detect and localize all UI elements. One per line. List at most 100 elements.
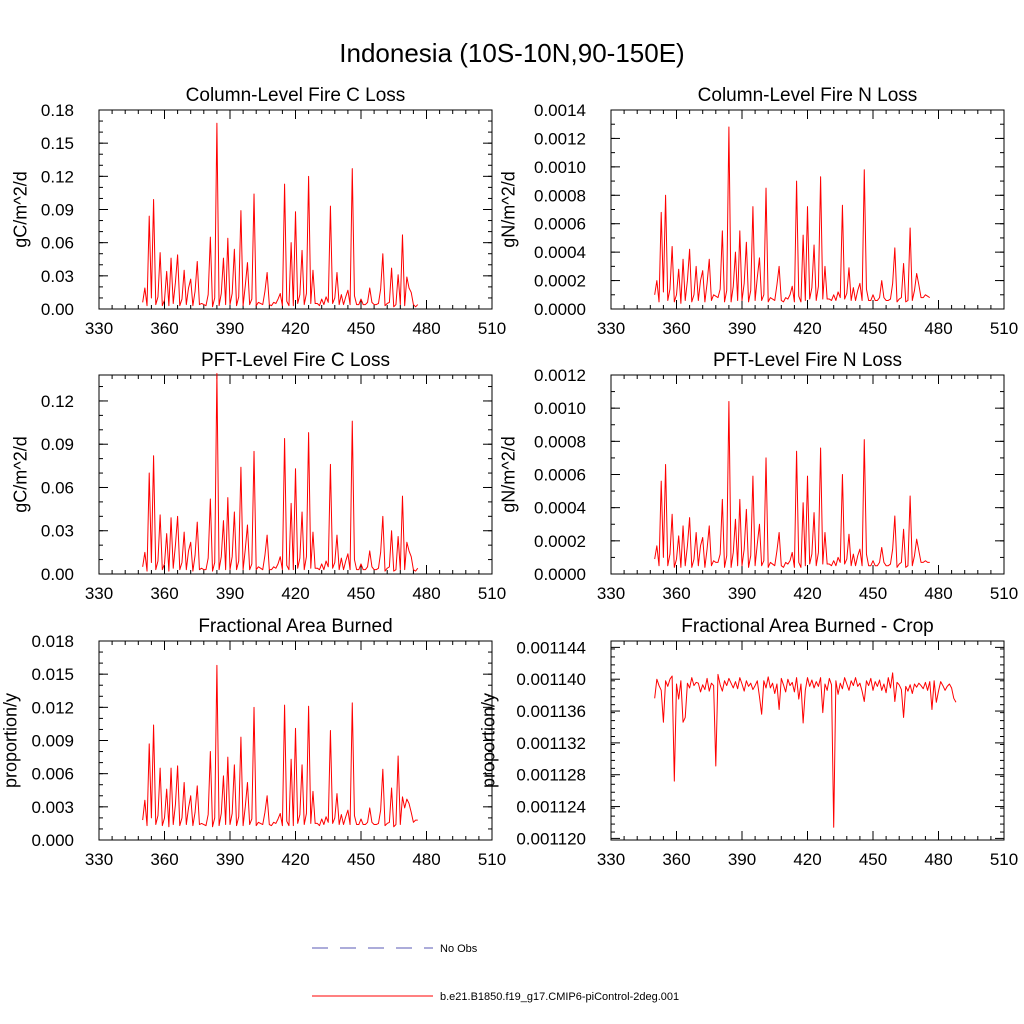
x-tick-label: 480 xyxy=(924,319,952,338)
x-tick-label: 510 xyxy=(990,319,1018,338)
y-tick-label: 0.06 xyxy=(41,478,74,497)
y-tick-label: 0.18 xyxy=(41,101,74,120)
y-tick-label: 0.000 xyxy=(31,831,74,850)
y-tick-label: 0.0012 xyxy=(534,129,586,148)
x-tick-label: 480 xyxy=(412,850,440,869)
x-tick-label: 450 xyxy=(347,584,375,603)
x-tick-label: 420 xyxy=(281,584,309,603)
legend: No Obs b.e21.B1850.f19_g17.CMIP6-piContr… xyxy=(312,943,679,1003)
legend-model-label: b.e21.B1850.f19_g17.CMIP6-piControl-2deg… xyxy=(440,991,679,1003)
x-tick-label: 480 xyxy=(924,850,952,869)
series-line-model xyxy=(142,664,418,828)
x-tick-label: 480 xyxy=(412,584,440,603)
chart-panel-6: Fractional Area Burned - Crop 330 360 390 42… xyxy=(478,616,1018,869)
x-tick-label: 360 xyxy=(662,850,690,869)
x-tick-label: 390 xyxy=(216,584,244,603)
x-tick-label: 420 xyxy=(793,319,821,338)
y-tick-label: 0.09 xyxy=(41,201,74,220)
x-tick-label: 360 xyxy=(150,584,178,603)
x-tick-label: 420 xyxy=(281,850,309,869)
x-tick-label: 510 xyxy=(478,850,506,869)
plot-frame xyxy=(98,109,493,310)
y-tick-label: 0.0008 xyxy=(534,432,586,451)
series-line-model xyxy=(142,122,419,308)
x-tick-label: 330 xyxy=(85,850,113,869)
y-axis-label: proportion/y xyxy=(0,693,20,788)
y-tick-label: 0.001140 xyxy=(516,670,586,689)
chart-panel-2: Column-Level Fire N Loss 330 360 390 420 450 4… xyxy=(498,85,1018,338)
y-tick-label: 0.003 xyxy=(31,798,74,817)
panel-title: Fractional Area Burned - Crop xyxy=(681,616,933,637)
figure-title: Indonesia (10S-10N,90-150E) xyxy=(339,38,684,68)
x-tick-label: 330 xyxy=(85,319,113,338)
y-axis-label: gN/m^2/d xyxy=(498,171,518,247)
y-tick-label: 0.009 xyxy=(31,732,74,751)
x-tick-label: 510 xyxy=(478,584,506,603)
y-tick-label: 0.0012 xyxy=(534,366,586,385)
panel-title: Fractional Area Burned xyxy=(198,616,392,637)
legend-obs-label: No Obs xyxy=(440,943,478,955)
y-axis-label: gC/m^2/d xyxy=(10,436,30,512)
y-tick-label: 0.0008 xyxy=(534,186,586,205)
x-tick-label: 330 xyxy=(597,850,625,869)
x-tick-label: 330 xyxy=(85,584,113,603)
panel-title: PFT-Level Fire N Loss xyxy=(713,350,902,371)
y-tick-label: 0.001124 xyxy=(516,798,586,817)
x-tick-label: 360 xyxy=(662,319,690,338)
y-tick-label: 0.0000 xyxy=(534,300,586,319)
x-tick-label: 420 xyxy=(793,850,821,869)
x-tick-label: 390 xyxy=(216,319,244,338)
y-tick-label: 0.0010 xyxy=(534,399,586,418)
panel-title: Column-Level Fire N Loss xyxy=(698,85,918,106)
panels: Column-Level Fire C Loss 330 360 390 420 450 4… xyxy=(0,85,1018,869)
y-tick-label: 0.0002 xyxy=(534,532,586,551)
y-tick-label: 0.0010 xyxy=(534,158,586,177)
y-tick-label: 0.001120 xyxy=(516,829,586,848)
y-tick-label: 0.001128 xyxy=(516,766,586,785)
chart-panel-5: Fractional Area Burned 330 360 390 420 450 480… xyxy=(0,616,506,869)
y-tick-label: 0.0006 xyxy=(534,215,586,234)
y-tick-label: 0.12 xyxy=(41,392,74,411)
plot-frame xyxy=(610,374,1005,575)
series-line-model xyxy=(654,126,931,304)
y-tick-label: 0.0006 xyxy=(534,466,586,485)
chart-panel-1: Column-Level Fire C Loss 330 360 390 420 450 4… xyxy=(10,85,506,338)
y-tick-label: 0.018 xyxy=(31,632,74,651)
x-tick-label: 450 xyxy=(859,584,887,603)
plot-frame xyxy=(610,640,1005,841)
y-axis-label: proportion/y xyxy=(478,693,498,788)
x-tick-label: 360 xyxy=(150,850,178,869)
y-tick-label: 0.001132 xyxy=(516,734,586,753)
y-tick-label: 0.0004 xyxy=(534,499,586,518)
x-tick-label: 510 xyxy=(478,319,506,338)
y-axis-label: gN/m^2/d xyxy=(498,436,518,512)
x-tick-label: 420 xyxy=(281,319,309,338)
x-tick-label: 360 xyxy=(150,319,178,338)
y-tick-label: 0.0000 xyxy=(534,565,586,584)
x-tick-label: 390 xyxy=(728,319,756,338)
chart-panel-4: PFT-Level Fire N Loss 330 360 390 420 450 480 5… xyxy=(498,350,1018,603)
series-line-model xyxy=(142,373,419,572)
panel-title: PFT-Level Fire C Loss xyxy=(201,350,390,371)
x-tick-label: 510 xyxy=(990,850,1018,869)
y-tick-label: 0.006 xyxy=(31,765,74,784)
x-tick-label: 390 xyxy=(728,850,756,869)
y-tick-label: 0.09 xyxy=(41,435,74,454)
y-tick-label: 0.012 xyxy=(31,698,74,717)
y-tick-label: 0.001144 xyxy=(516,638,586,657)
y-tick-label: 0.03 xyxy=(41,522,74,541)
x-tick-label: 450 xyxy=(859,850,887,869)
chart-panel-3: PFT-Level Fire C Loss 330 360 390 420 450 480 5… xyxy=(10,350,506,603)
panel-title: Column-Level Fire C Loss xyxy=(186,85,406,106)
y-tick-label: 0.00 xyxy=(41,565,74,584)
x-tick-label: 450 xyxy=(347,319,375,338)
series-line-model xyxy=(654,401,930,568)
y-tick-label: 0.001136 xyxy=(516,702,586,721)
x-tick-label: 330 xyxy=(597,584,625,603)
series-line-model xyxy=(654,672,957,828)
y-tick-label: 0.12 xyxy=(41,167,74,186)
x-tick-label: 360 xyxy=(662,584,690,603)
x-tick-label: 510 xyxy=(990,584,1018,603)
x-tick-label: 450 xyxy=(859,319,887,338)
